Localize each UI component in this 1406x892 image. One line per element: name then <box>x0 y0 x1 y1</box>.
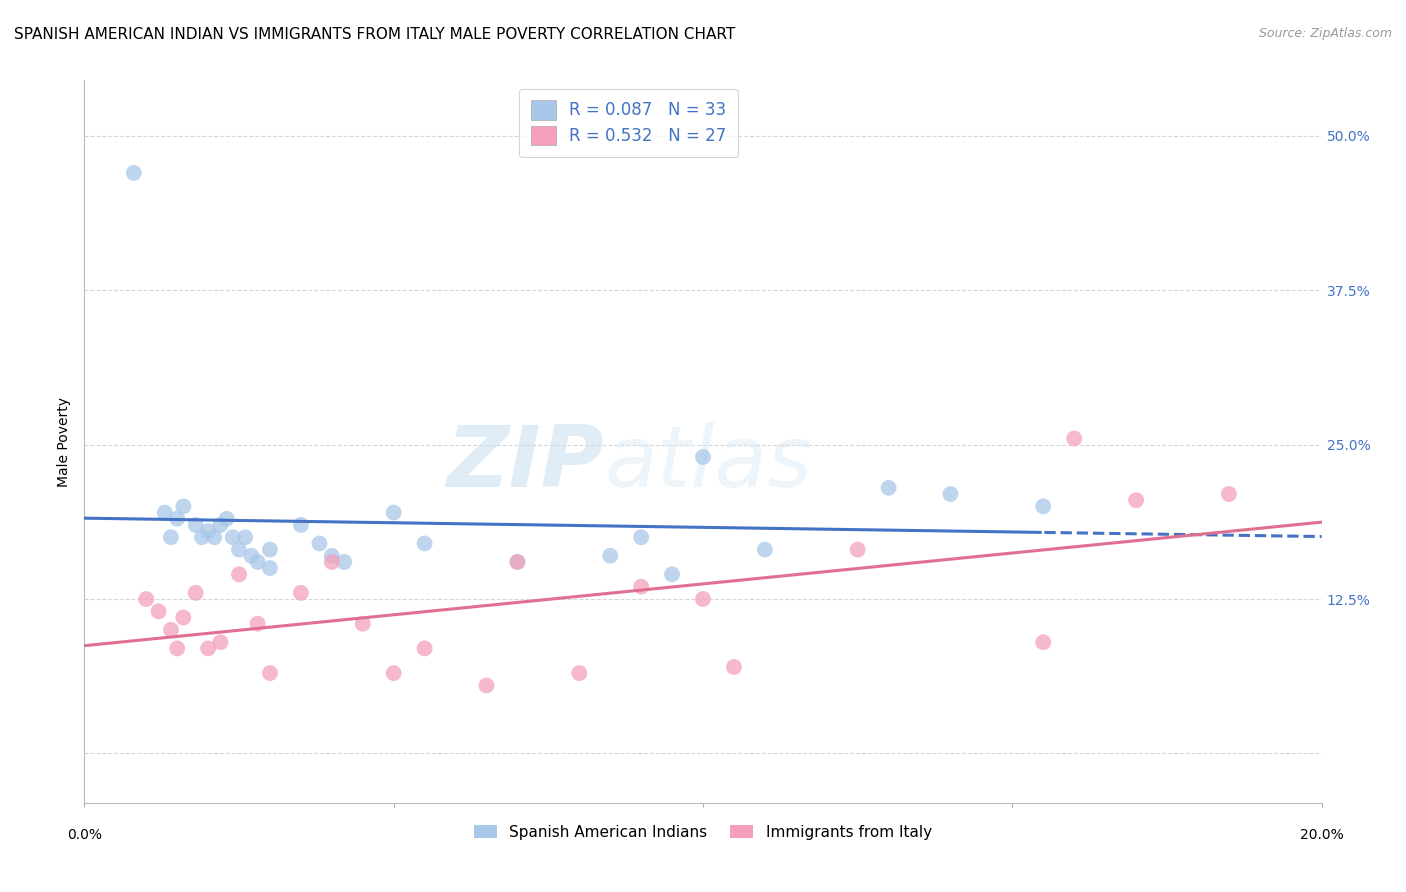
Point <box>506 555 529 569</box>
Point <box>259 666 281 681</box>
Legend: Spanish American Indians, Immigrants from Italy: Spanish American Indians, Immigrants fro… <box>468 819 938 846</box>
Point <box>308 536 330 550</box>
Point <box>382 506 405 520</box>
Point <box>290 517 312 532</box>
Point <box>290 586 312 600</box>
Point <box>321 555 343 569</box>
Point <box>413 536 436 550</box>
Point <box>246 555 269 569</box>
Text: SPANISH AMERICAN INDIAN VS IMMIGRANTS FROM ITALY MALE POVERTY CORRELATION CHART: SPANISH AMERICAN INDIAN VS IMMIGRANTS FR… <box>14 27 735 42</box>
Point <box>246 616 269 631</box>
Point <box>692 592 714 607</box>
Point <box>1032 500 1054 514</box>
Point <box>475 678 498 692</box>
Point <box>215 512 238 526</box>
Point <box>630 580 652 594</box>
Text: 20.0%: 20.0% <box>1299 828 1344 842</box>
Y-axis label: Male Poverty: Male Poverty <box>58 397 72 486</box>
Point <box>160 530 183 544</box>
Point <box>222 530 245 544</box>
Point <box>333 555 356 569</box>
Text: ZIP: ZIP <box>446 422 605 505</box>
Point <box>1063 432 1085 446</box>
Text: Source: ZipAtlas.com: Source: ZipAtlas.com <box>1258 27 1392 40</box>
Point <box>506 555 529 569</box>
Point <box>209 635 232 649</box>
Point <box>228 542 250 557</box>
Point <box>240 549 263 563</box>
Point <box>228 567 250 582</box>
Point <box>166 641 188 656</box>
Point <box>172 610 194 624</box>
Point <box>723 660 745 674</box>
Point <box>233 530 256 544</box>
Point <box>877 481 900 495</box>
Point <box>122 166 145 180</box>
Point <box>1032 635 1054 649</box>
Point <box>197 524 219 538</box>
Point <box>135 592 157 607</box>
Point <box>352 616 374 631</box>
Point <box>382 666 405 681</box>
Point <box>197 641 219 656</box>
Point <box>692 450 714 464</box>
Text: atlas: atlas <box>605 422 813 505</box>
Point <box>1218 487 1240 501</box>
Point <box>413 641 436 656</box>
Point <box>846 542 869 557</box>
Point <box>202 530 225 544</box>
Point <box>259 542 281 557</box>
Point <box>148 604 170 618</box>
Point <box>259 561 281 575</box>
Point <box>568 666 591 681</box>
Point <box>939 487 962 501</box>
Point <box>172 500 194 514</box>
Point <box>321 549 343 563</box>
Point <box>184 517 207 532</box>
Point <box>209 517 232 532</box>
Point <box>599 549 621 563</box>
Point <box>184 586 207 600</box>
Point <box>1125 493 1147 508</box>
Point <box>160 623 183 637</box>
Text: 0.0%: 0.0% <box>67 828 101 842</box>
Point <box>153 506 176 520</box>
Point <box>630 530 652 544</box>
Point <box>166 512 188 526</box>
Point <box>191 530 214 544</box>
Point <box>754 542 776 557</box>
Point <box>661 567 683 582</box>
